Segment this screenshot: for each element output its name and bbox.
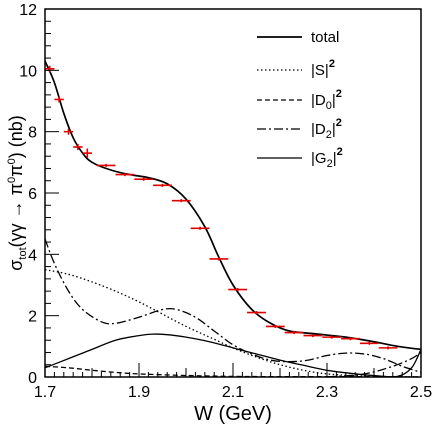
data-point xyxy=(73,143,83,151)
data-point xyxy=(247,311,266,315)
curves-layer xyxy=(44,60,422,378)
y-tick-label: 6 xyxy=(28,186,37,203)
data-point xyxy=(54,96,64,103)
y-tick-label: 12 xyxy=(19,2,37,19)
data-point xyxy=(82,148,92,158)
x-tick-label: 1.9 xyxy=(128,384,150,401)
data-points-layer xyxy=(45,65,398,350)
legend-label-3: |D2|2 xyxy=(311,117,342,141)
x-tick-label: 2.5 xyxy=(410,384,432,401)
legend-label-2: |D0|2 xyxy=(311,88,342,112)
data-point xyxy=(378,346,398,350)
y-axis-title: σtot(γγ → π0π0) (nb) xyxy=(6,115,29,270)
data-point xyxy=(341,337,360,341)
y-tick-label: 0 xyxy=(28,370,37,387)
data-point xyxy=(322,335,342,339)
x-axis-title: W (GeV) xyxy=(194,403,272,425)
x-tick-label: 2.3 xyxy=(316,384,338,401)
data-point xyxy=(265,324,285,328)
y-axis-title-text: σtot(γγ → π0π0) (nb) xyxy=(6,115,29,270)
data-point xyxy=(63,128,74,135)
data-point xyxy=(303,334,323,338)
data-point xyxy=(134,177,154,181)
data-point xyxy=(284,331,304,335)
legend-label-1: |S|2 xyxy=(311,58,335,79)
series-line-0 xyxy=(44,60,422,351)
axis-ticks: 1.7 1.9 2.1 2.3 2.5 0 2 4 6 8 10 12 xyxy=(19,2,432,401)
data-point xyxy=(96,163,116,167)
y-tick-label: 8 xyxy=(28,125,37,142)
data-point xyxy=(153,183,172,187)
series-line-3 xyxy=(44,238,422,374)
x-tick-label: 2.1 xyxy=(222,384,244,401)
data-point xyxy=(115,173,135,177)
data-point xyxy=(190,226,210,230)
x-tick-label: 1.7 xyxy=(34,384,56,401)
legend-label-0: total xyxy=(311,29,339,46)
data-point xyxy=(171,199,191,203)
legend: total |S|2 |D0|2 |D2|2 |G2|2 xyxy=(257,29,343,170)
data-point xyxy=(209,257,229,261)
data-point xyxy=(228,288,248,292)
series-line-extra xyxy=(326,351,422,378)
y-tick-label: 10 xyxy=(19,63,37,80)
data-point xyxy=(359,341,379,345)
y-tick-label: 2 xyxy=(28,309,37,326)
series-line-1 xyxy=(44,269,422,378)
legend-label-4: |G2|2 xyxy=(311,146,343,170)
data-point xyxy=(45,65,55,72)
y-tick-label: 4 xyxy=(28,247,37,264)
